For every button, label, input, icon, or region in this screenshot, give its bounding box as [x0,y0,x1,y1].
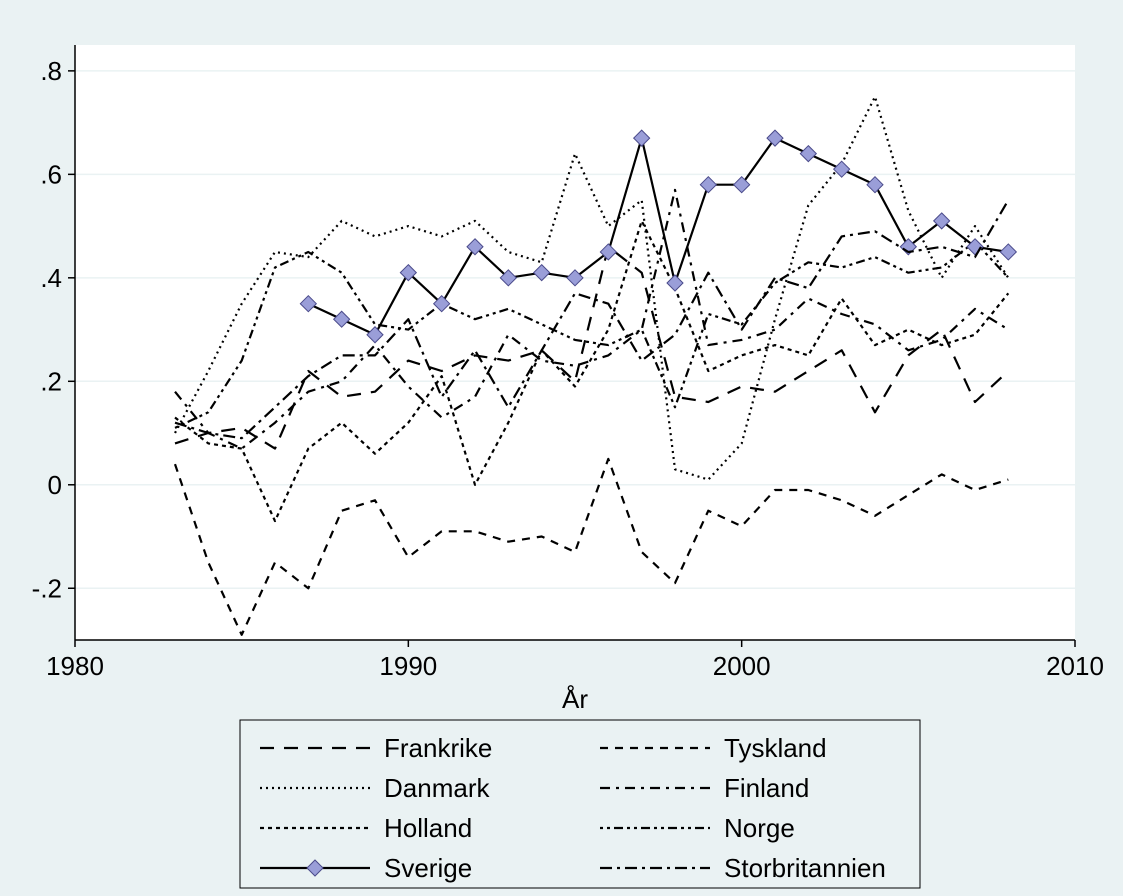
y-tick-label: .8 [40,56,62,86]
plot-bg [75,45,1075,640]
legend-label: Holland [384,813,472,843]
x-tick-label: 2000 [713,651,771,681]
chart-svg: 1980 1990 2000 2010 År -.2 0 .2 .4 .6 .8 Frankrike T… [0,0,1123,896]
x-tick-label: 1980 [46,651,104,681]
legend-label: Finland [724,773,809,803]
legend-label: Danmark [384,773,490,803]
y-tick-label: 0 [48,470,62,500]
y-tick-label: .4 [40,263,62,293]
x-tick-label: 2010 [1046,651,1104,681]
legend-label: Norge [724,813,795,843]
x-axis-title: År [562,684,588,714]
y-tick-label: -.2 [32,573,62,603]
legend-label: Storbritannien [724,853,886,883]
x-tick-label: 1990 [379,651,437,681]
y-tick-label: .2 [40,366,62,396]
y-tick-label: .6 [40,159,62,189]
legend-label: Tyskland [724,733,827,763]
line-chart: 1980 1990 2000 2010 År -.2 0 .2 .4 .6 .8 Frankrike T… [0,0,1123,896]
legend-label: Frankrike [384,733,492,763]
legend-label: Sverige [384,853,472,883]
